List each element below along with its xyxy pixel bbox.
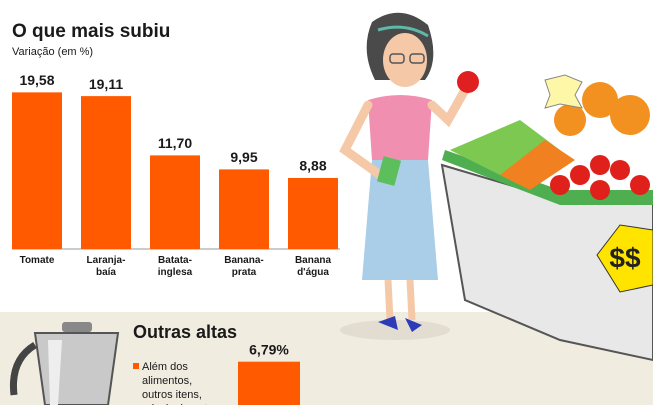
value-label: 19,11 bbox=[89, 76, 123, 92]
value-label: 6,79% bbox=[249, 341, 289, 357]
category-label: Laranja-baía bbox=[87, 255, 126, 278]
value-label: 19,58 bbox=[19, 72, 54, 88]
produce-stand-illustration: $$ bbox=[440, 74, 653, 362]
value-label: 11,70 bbox=[158, 135, 192, 151]
note-line: outros itens, bbox=[142, 389, 202, 401]
note-line: principalmente bbox=[142, 403, 214, 405]
bullet bbox=[133, 363, 139, 369]
chart-subtitle: Variação (em %) bbox=[12, 46, 93, 58]
section-title: Outras altas bbox=[133, 322, 237, 342]
bar bbox=[219, 169, 269, 249]
category-label: Banana-prata bbox=[224, 255, 263, 278]
woman-illustration bbox=[339, 12, 479, 340]
note-line: Além dos bbox=[142, 361, 188, 373]
value-label: 8,88 bbox=[299, 158, 326, 174]
bar bbox=[288, 177, 338, 249]
dollar-sign-art: $$ bbox=[609, 242, 641, 273]
bar bbox=[12, 92, 62, 249]
note-line: alimentos, bbox=[142, 375, 192, 387]
bar bbox=[238, 361, 300, 405]
bar bbox=[150, 155, 200, 249]
value-label: 9,95 bbox=[230, 149, 257, 165]
blender-illustration bbox=[9, 322, 120, 405]
chart-title: O que mais subiu bbox=[12, 21, 170, 42]
category-label: Banana d'água bbox=[295, 255, 332, 278]
category-label: Tomate bbox=[20, 255, 55, 266]
bar bbox=[81, 96, 131, 250]
category-label: Batata-inglesa bbox=[158, 255, 193, 278]
